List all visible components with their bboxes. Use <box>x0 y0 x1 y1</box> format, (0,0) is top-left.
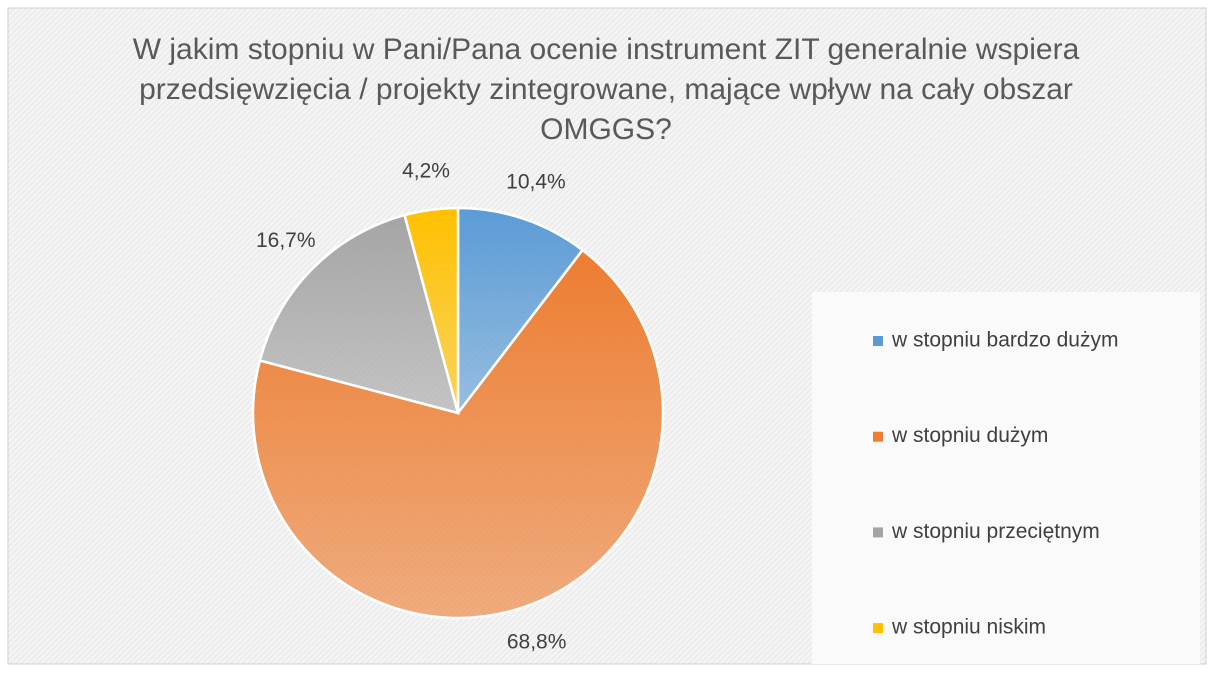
legend-marker <box>873 527 883 538</box>
chart-title: W jakim stopniu w Pani/Pana ocenie instr… <box>132 33 1080 146</box>
legend-label: w stopniu niskim <box>891 616 1046 639</box>
legend-label: w stopniu bardzo dużym <box>891 329 1118 352</box>
data-label: 4,2% <box>402 160 450 183</box>
pie-slice <box>251 248 665 620</box>
data-label: 10,4% <box>506 170 566 193</box>
legend-marker <box>873 431 883 442</box>
data-label: 68,8% <box>507 630 567 653</box>
legend-marker <box>873 623 883 634</box>
legend-label: w stopniu dużym <box>891 424 1048 447</box>
data-label: 16,7% <box>256 229 316 252</box>
pie-slice <box>403 206 460 414</box>
legend-marker <box>873 336 883 346</box>
pie-slice <box>456 206 585 417</box>
pie-slice <box>258 213 460 415</box>
legend-box <box>812 292 1200 664</box>
legend-label: w stopniu przeciętnym <box>891 520 1100 543</box>
